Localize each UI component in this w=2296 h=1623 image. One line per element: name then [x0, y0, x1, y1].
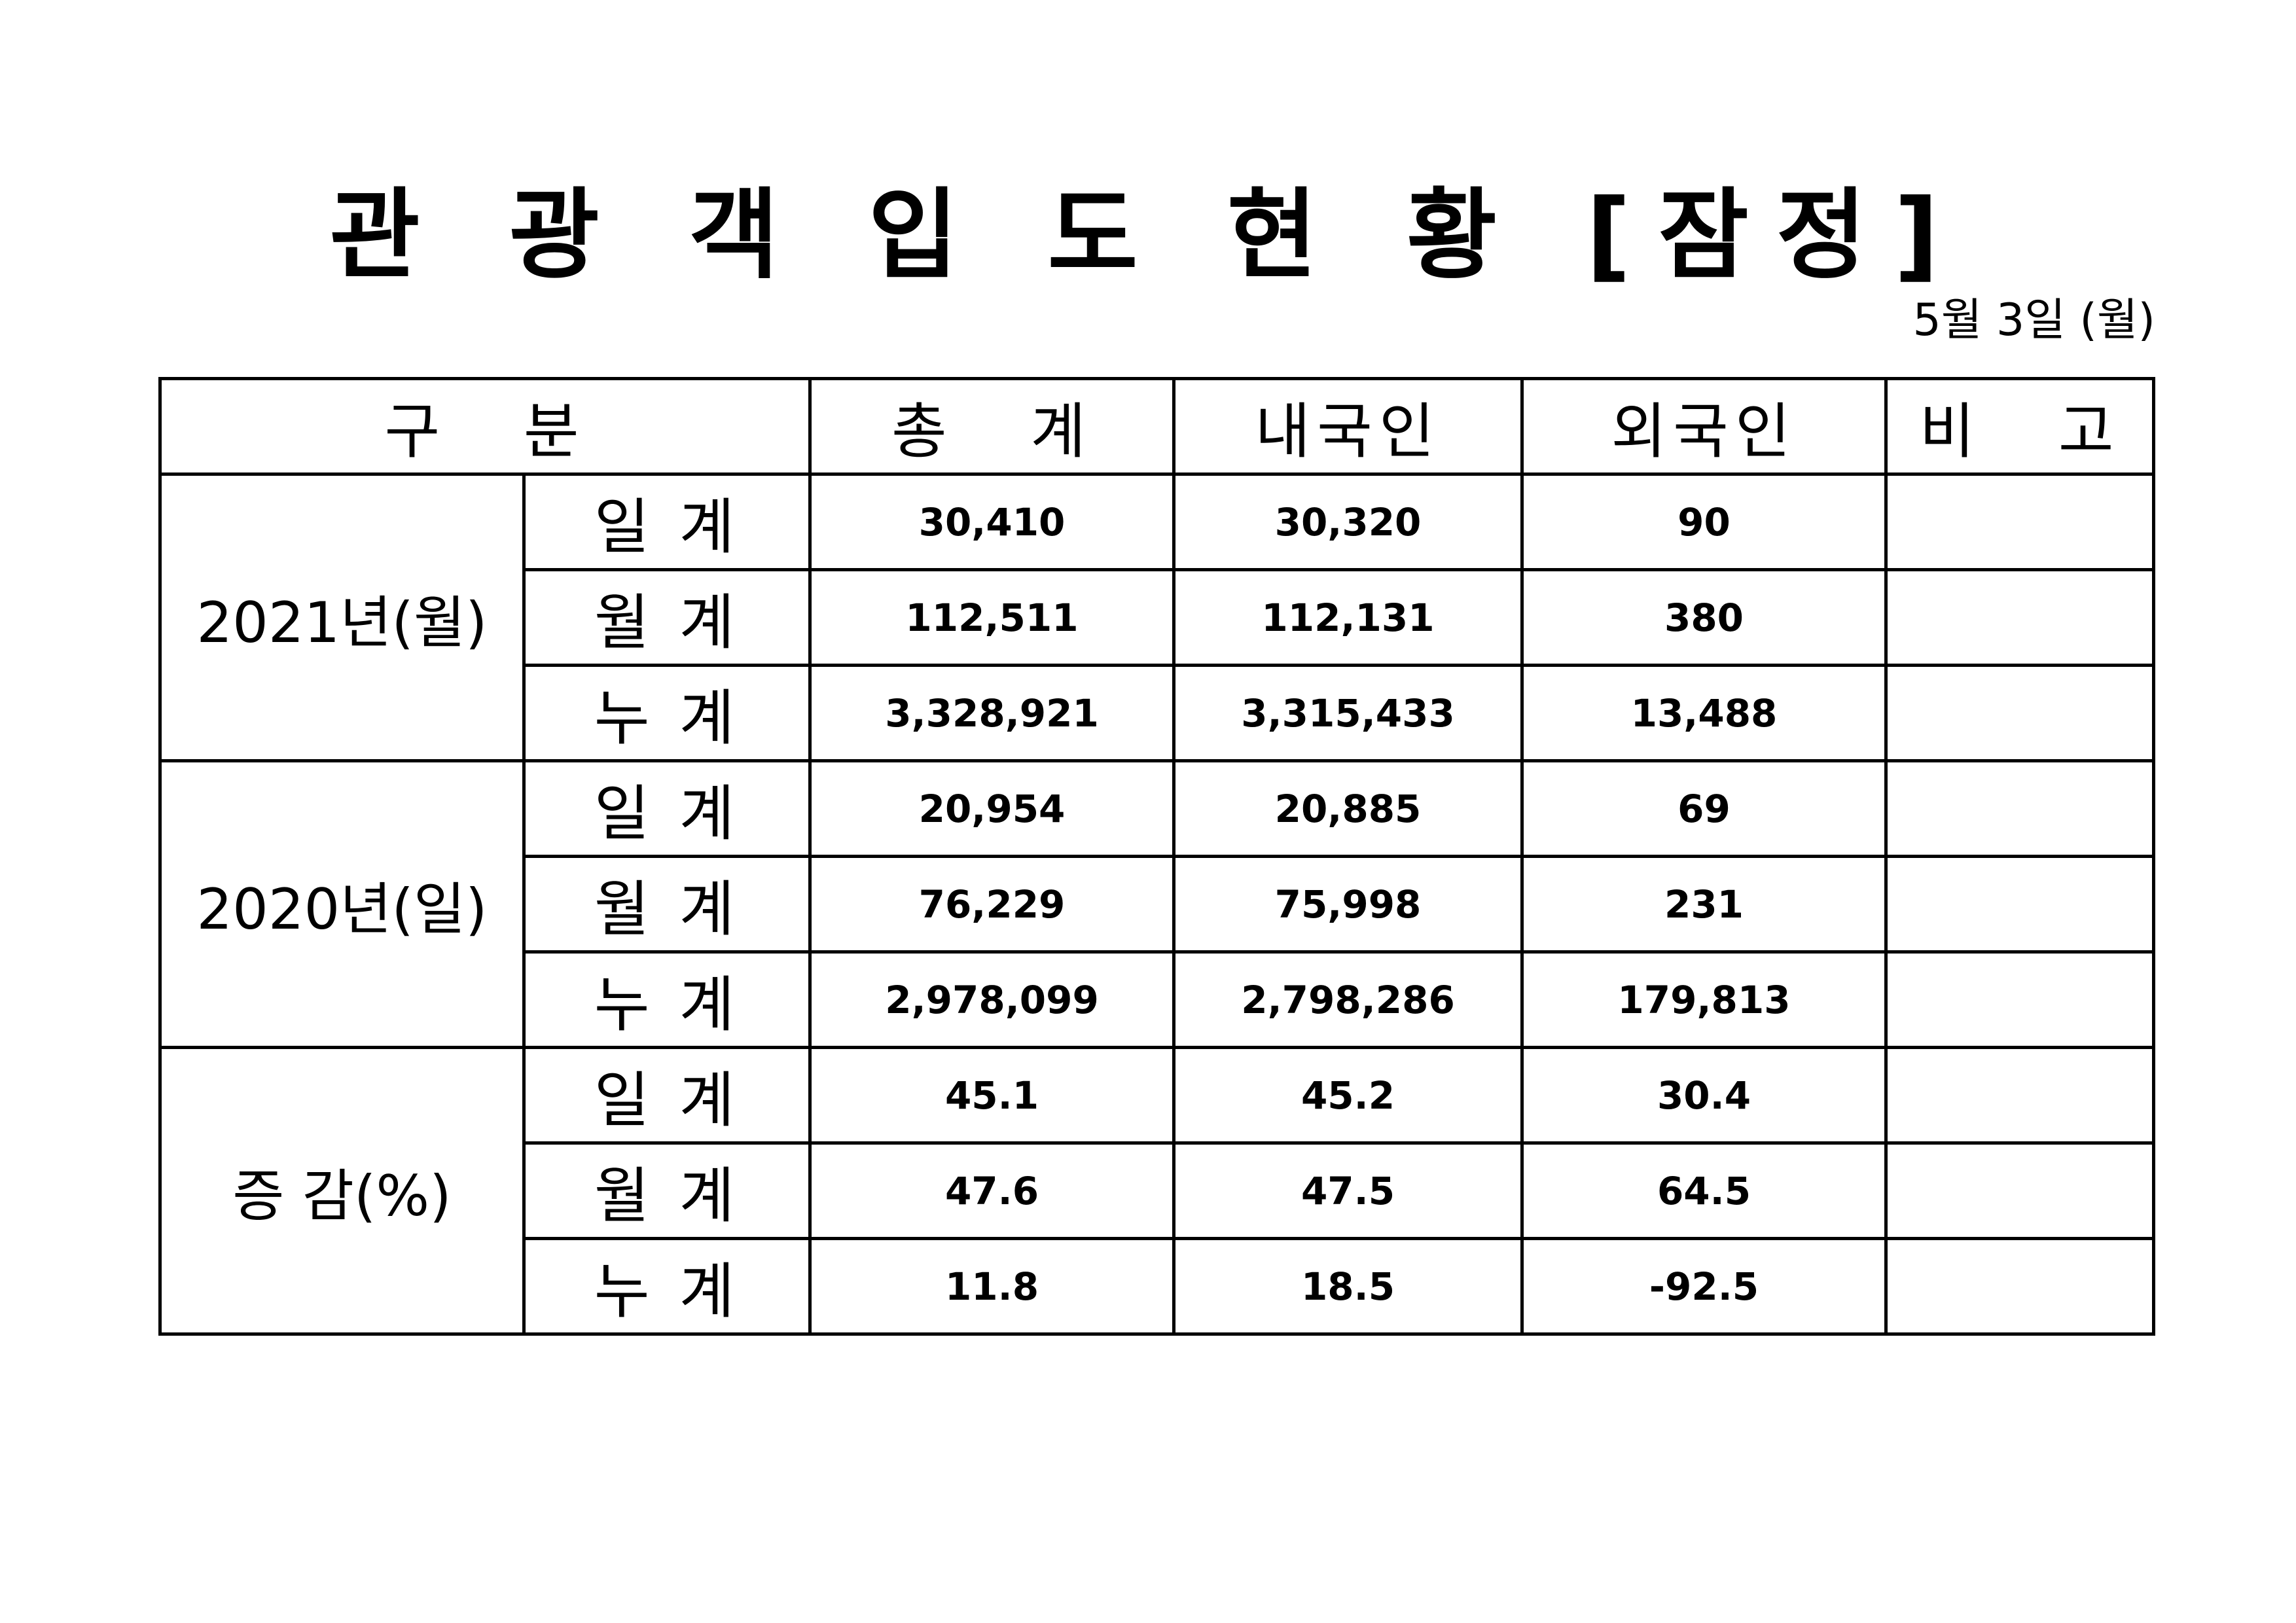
row-label: 일 계 [522, 759, 812, 858]
remarks-cell [1884, 664, 2156, 762]
foreign-cell: -92.5 [1520, 1237, 1888, 1336]
row-label: 일 계 [522, 1046, 812, 1145]
domestic-cell: 18.5 [1172, 1237, 1524, 1336]
table-row: 누 계 2,978,099 2,798,286 179,813 [160, 950, 2156, 1049]
table-row: 증 감(%) 일 계 45.1 45.2 30.4 [158, 1046, 2156, 1336]
row-label: 월 계 [522, 1141, 812, 1240]
table-row: 2020년(일) 일 계 20,954 20,885 69 [158, 759, 2156, 1049]
row-label: 누 계 [522, 664, 812, 762]
total-cell: 30,410 [808, 473, 1176, 571]
domestic-cell: 47.5 [1172, 1141, 1524, 1240]
total-cell: 2,978,099 [808, 950, 1176, 1049]
report-date: 5월 3일 (월) [1912, 294, 2156, 346]
table-row: 누 계 3,328,921 3,315,433 13,488 [160, 664, 2156, 762]
row-label: 월 계 [522, 855, 812, 954]
total-cell: 20,954 [808, 759, 1176, 858]
remarks-cell [1884, 950, 2156, 1049]
total-cell: 76,229 [808, 855, 1176, 954]
header-category: 구 분 [158, 377, 812, 476]
table-row: 월 계 112,511 112,131 380 [160, 568, 2156, 667]
group-label: 증 감(%) [158, 1046, 526, 1336]
table-row: 월 계 76,229 75,998 231 [160, 855, 2156, 954]
row-label: 누 계 [522, 950, 812, 1049]
foreign-cell: 64.5 [1520, 1141, 1888, 1240]
header-row: 구 분 총 계 내국인 외국인 비 고 [158, 377, 2156, 476]
page-title: 관 광 객 입 도 현 황 [잠정] [329, 179, 1967, 293]
total-cell: 112,511 [808, 568, 1176, 667]
domestic-cell: 30,320 [1172, 473, 1524, 571]
foreign-cell: 179,813 [1520, 950, 1888, 1049]
domestic-cell: 112,131 [1172, 568, 1524, 667]
row-label: 일 계 [522, 473, 812, 571]
row-label: 누 계 [522, 1237, 812, 1336]
domestic-cell: 45.2 [1172, 1046, 1524, 1145]
domestic-cell: 20,885 [1172, 759, 1524, 858]
foreign-cell: 90 [1520, 473, 1888, 571]
group-label: 2020년(일) [158, 759, 526, 1049]
total-cell: 45.1 [808, 1046, 1176, 1145]
header-domestic: 내국인 [1172, 377, 1524, 476]
remarks-cell [1884, 1141, 2156, 1240]
header-remarks: 비 고 [1884, 377, 2156, 476]
table-row: 누 계 11.8 18.5 -92.5 [160, 1237, 2156, 1336]
row-label: 월 계 [522, 568, 812, 667]
table-row: 2021년(월) 일 계 30,410 30,320 90 [158, 473, 2156, 762]
header-total: 총 계 [808, 377, 1176, 476]
domestic-cell: 3,315,433 [1172, 664, 1524, 762]
total-cell: 3,328,921 [808, 664, 1176, 762]
header-foreign: 외국인 [1520, 377, 1888, 476]
remarks-cell [1884, 1046, 2156, 1145]
group-label: 2021년(월) [158, 473, 526, 762]
domestic-cell: 2,798,286 [1172, 950, 1524, 1049]
table-row: 월 계 47.6 47.5 64.5 [160, 1141, 2156, 1240]
tourist-stats-table: 구 분 총 계 내국인 외국인 비 고 2021년(월) 일 계 30,410 … [158, 377, 2156, 1336]
domestic-cell: 75,998 [1172, 855, 1524, 954]
remarks-cell [1884, 473, 2156, 571]
total-cell: 11.8 [808, 1237, 1176, 1336]
foreign-cell: 380 [1520, 568, 1888, 667]
remarks-cell [1884, 1237, 2156, 1336]
foreign-cell: 231 [1520, 855, 1888, 954]
remarks-cell [1884, 759, 2156, 858]
remarks-cell [1884, 568, 2156, 667]
foreign-cell: 13,488 [1520, 664, 1888, 762]
foreign-cell: 69 [1520, 759, 1888, 858]
foreign-cell: 30.4 [1520, 1046, 1888, 1145]
total-cell: 47.6 [808, 1141, 1176, 1240]
remarks-cell [1884, 855, 2156, 954]
